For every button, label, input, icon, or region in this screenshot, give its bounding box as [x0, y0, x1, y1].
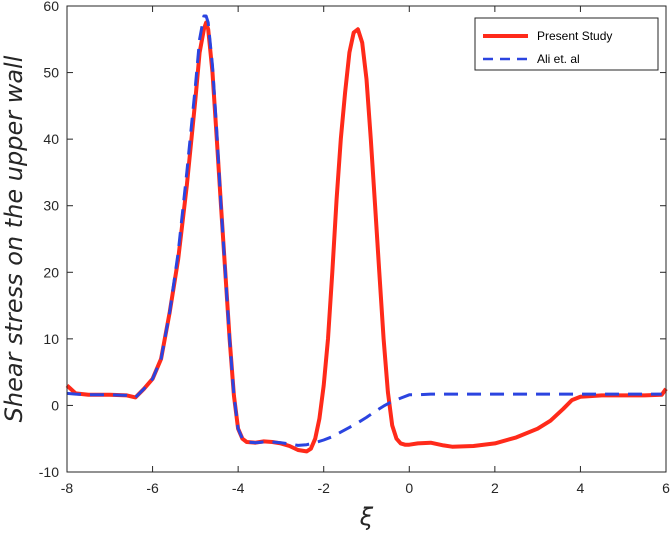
x-tick-label: 0 [405, 480, 413, 496]
axis-tick-labels: -8 -6 -4 -2 0 2 4 6 -10 0 10 20 30 40 50 60 [39, 0, 670, 496]
legend-label-ali-et-al: Ali et. al [537, 52, 580, 66]
x-tick-label: 6 [662, 480, 670, 496]
series-line-present-study [65, 20, 668, 454]
x-tick-label: -6 [146, 480, 159, 496]
legend-label-present-study: Present Study [537, 29, 612, 43]
legend-box [474, 17, 659, 71]
y-tick-label: 0 [51, 397, 59, 413]
y-tick-label: 20 [43, 264, 59, 280]
y-tick-label: 40 [43, 131, 59, 147]
x-tick-label: 2 [491, 480, 499, 496]
x-tick-label: -2 [317, 480, 330, 496]
axis-ticks [66, 5, 667, 473]
y-tick-label: 10 [43, 331, 59, 347]
x-axis-label: ξ [359, 503, 374, 531]
y-tick-label: 60 [43, 0, 59, 14]
plot-lines [65, 14, 668, 454]
y-tick-label: 50 [43, 65, 59, 81]
y-tick-label: 30 [43, 198, 59, 214]
y-axis-label: Shear stress on the upper wall [0, 55, 28, 422]
y-tick-label: -10 [39, 464, 59, 480]
x-tick-label: -4 [232, 480, 245, 496]
plot-frame [66, 5, 667, 473]
x-tick-label: 4 [577, 480, 585, 496]
x-tick-label: -8 [61, 480, 74, 496]
series-line-ali-et-al [66, 14, 662, 447]
legend: Present Study Ali et. al [474, 17, 659, 71]
